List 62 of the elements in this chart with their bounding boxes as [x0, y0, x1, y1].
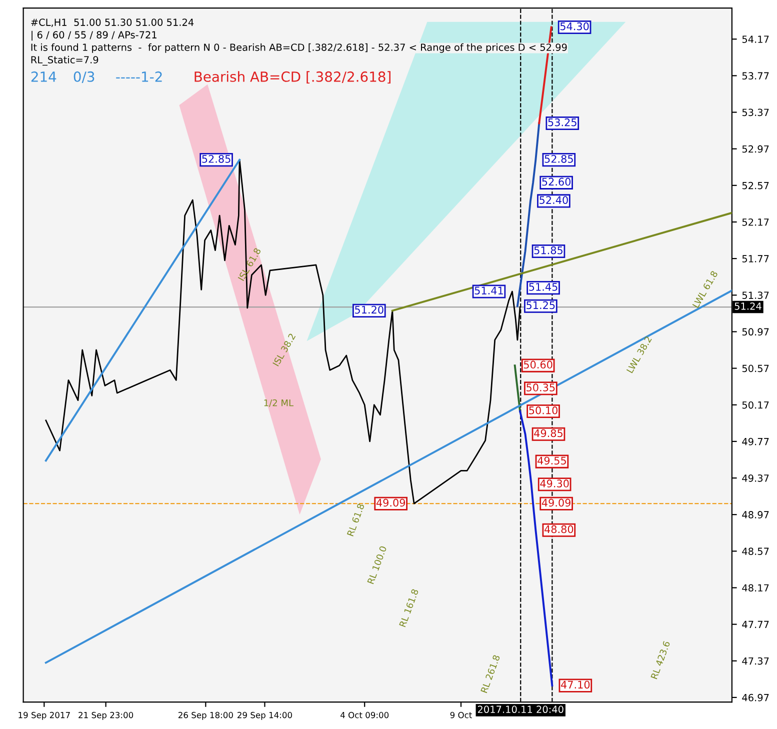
y-tick-label: 48.57	[742, 548, 769, 555]
annotation: 51.41	[474, 286, 503, 294]
y-tick-label: 49.77	[742, 438, 769, 446]
x-tick-label: 4 Oct 09:00	[340, 712, 389, 718]
annotation: Bearish AB=CD [.382/2.618]	[194, 71, 390, 84]
annotation: 214	[31, 71, 56, 82]
annotation: RL 61.8	[346, 503, 364, 536]
y-tick-label: 53.77	[742, 72, 769, 80]
y-tick-label: 52.97	[742, 145, 769, 153]
x-tick-label: 26 Sep 18:00	[178, 712, 233, 720]
y-tick-label: 50.57	[742, 364, 769, 372]
annotation: 52.85	[544, 154, 573, 163]
annotation: 1/2 ML	[264, 399, 294, 407]
annotation: 48.80	[544, 525, 574, 534]
annotation: 50.35	[526, 384, 555, 392]
y-tick-label: 52.17	[742, 218, 769, 226]
y-tick-label: 46.97	[742, 694, 769, 702]
annotation: 51.20	[355, 306, 384, 314]
annotation: 50.60	[524, 360, 552, 369]
y-tick-label: 47.77	[742, 620, 769, 628]
annotation: 49.85	[534, 429, 562, 438]
annotation: RL_Static=7.9	[31, 56, 98, 66]
annotation: 49.09	[376, 498, 406, 507]
annotation: 51.45	[529, 283, 558, 291]
annotation: 53.25	[548, 118, 576, 126]
y-tick-label: 50.17	[742, 401, 769, 409]
y-tick-label: 49.37	[742, 474, 769, 482]
x-tick-label: 29 Sep 14:00	[238, 712, 292, 720]
annotation: 51.85	[534, 246, 562, 254]
y-tick-label: 53.37	[742, 108, 769, 116]
x-tick-label: 19 Sep 2017	[18, 712, 70, 720]
annotation: RL 161.8	[399, 588, 419, 628]
annotation: 52.85	[202, 154, 230, 163]
annotation: -----1-2	[116, 71, 162, 82]
annotation: 54.30	[560, 22, 589, 30]
annotation: 51.25	[526, 301, 555, 310]
ref-line-label: 51.24	[734, 302, 762, 310]
annotation: 49.09	[542, 498, 570, 507]
annotation: 52.40	[540, 196, 568, 204]
annotation: 0/3	[74, 71, 94, 84]
annotation: RL 261.8	[480, 654, 500, 694]
x-tick-label: 21 Sep 23:00	[78, 712, 134, 720]
annotation: RL 100.0	[367, 546, 387, 584]
y-tick-label: 48.97	[742, 511, 769, 518]
y-tick-label: 52.57	[742, 182, 769, 190]
y-tick-label: 51.77	[742, 255, 769, 262]
annotation: | 6 / 60 / 55 / 89 / APs-721	[32, 30, 156, 41]
annotation: 50.10	[529, 406, 558, 414]
y-tick-label: 47.37	[742, 657, 769, 665]
annotation: 47.10	[561, 680, 590, 689]
annotation: It is found 1 patterns - for pattern N 0 - Bearish AB=CD [.382/2.618] - 52.37 < Range of the prices D < 52.99	[31, 43, 567, 53]
annotation: RL 423.6	[650, 640, 670, 680]
x-tick-label: 9 Oct	[450, 712, 472, 718]
y-tick-label: 48.17	[742, 584, 769, 592]
y-tick-label: 54.17	[742, 36, 769, 43]
annotation: 49.55	[538, 456, 566, 465]
ref-line-label: 2017.10.11 20:40	[478, 706, 564, 714]
annotation: #CL,H1 51.00 51.30 51.00 51.24	[31, 18, 194, 27]
y-tick-label: 50.97	[742, 328, 769, 336]
annotation: 52.60	[542, 178, 571, 186]
annotation: 49.30	[540, 480, 569, 488]
y-tick-label: 51.37	[742, 292, 769, 299]
